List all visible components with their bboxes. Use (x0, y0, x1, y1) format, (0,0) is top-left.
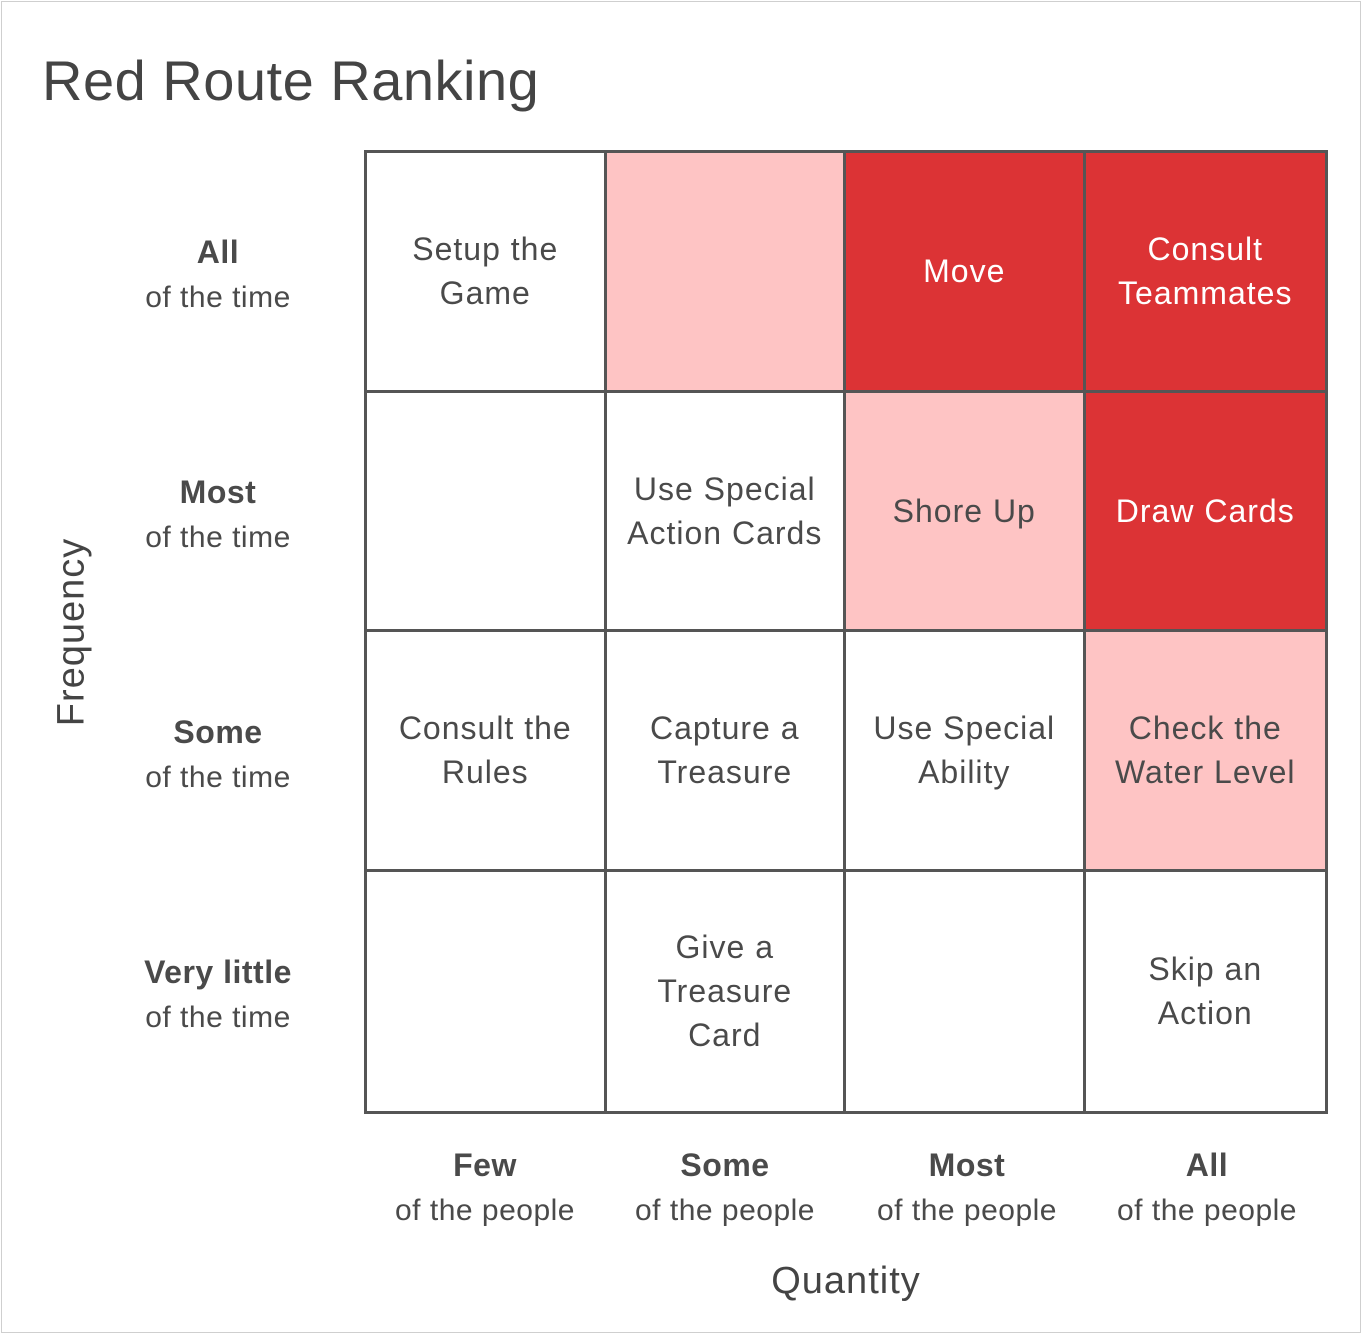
row-label-sub: of the time (145, 281, 291, 314)
col-label-strong: Few (453, 1147, 517, 1183)
grid-cell (846, 871, 1086, 1111)
grid-cell: Use Special Ability (846, 632, 1086, 872)
x-axis-label: Quantity (771, 1260, 921, 1302)
grid-cell: Skip an Action (1085, 871, 1325, 1111)
col-label-strong: Some (680, 1147, 770, 1183)
page-title: Red Route Ranking (42, 49, 540, 112)
col-label-some: Some of the people (605, 1143, 845, 1233)
grid-cell: Shore Up (846, 392, 1086, 632)
col-label-sub: of the people (395, 1194, 575, 1227)
col-label-few: Few of the people (365, 1143, 605, 1233)
col-label-all: All of the people (1087, 1143, 1327, 1233)
row-label-some: Some of the time (112, 710, 324, 800)
grid-cell (367, 392, 607, 632)
grid-cell: Check the Water Level (1085, 632, 1325, 872)
grid-cell: Consult the Rules (367, 632, 607, 872)
grid-cell: Consult Teammates (1085, 153, 1325, 393)
col-label-strong: All (1185, 1147, 1229, 1183)
row-label-sub: of the time (145, 761, 291, 794)
grid-cell: Give a Treasure Card (606, 871, 846, 1111)
row-label-sub: of the time (145, 1001, 291, 1034)
grid-cell (606, 153, 846, 393)
row-label-sub: of the time (145, 521, 291, 554)
row-label-strong: Very little (144, 954, 292, 990)
y-axis-label: Frequency (50, 537, 93, 727)
row-label-all: All of the time (112, 230, 324, 320)
row-label-very-little: Very little of the time (112, 950, 324, 1040)
row-label-strong: All (196, 234, 240, 270)
grid-cell (367, 871, 607, 1111)
col-label-sub: of the people (877, 1194, 1057, 1227)
row-label-strong: Some (173, 714, 263, 750)
grid-cell: Capture a Treasure (606, 632, 846, 872)
grid-cell: Use Special Action Cards (606, 392, 846, 632)
row-label-most: Most of the time (112, 470, 324, 560)
ranking-grid: Setup the Game Move Consult Teammates Us… (364, 150, 1328, 1114)
col-label-most: Most of the people (847, 1143, 1087, 1233)
grid-cell: Setup the Game (367, 153, 607, 393)
grid-cell: Draw Cards (1085, 392, 1325, 632)
grid-cell: Move (846, 153, 1086, 393)
col-label-sub: of the people (1117, 1194, 1297, 1227)
row-label-strong: Most (179, 474, 257, 510)
col-label-strong: Most (928, 1147, 1006, 1183)
col-label-sub: of the people (635, 1194, 815, 1227)
